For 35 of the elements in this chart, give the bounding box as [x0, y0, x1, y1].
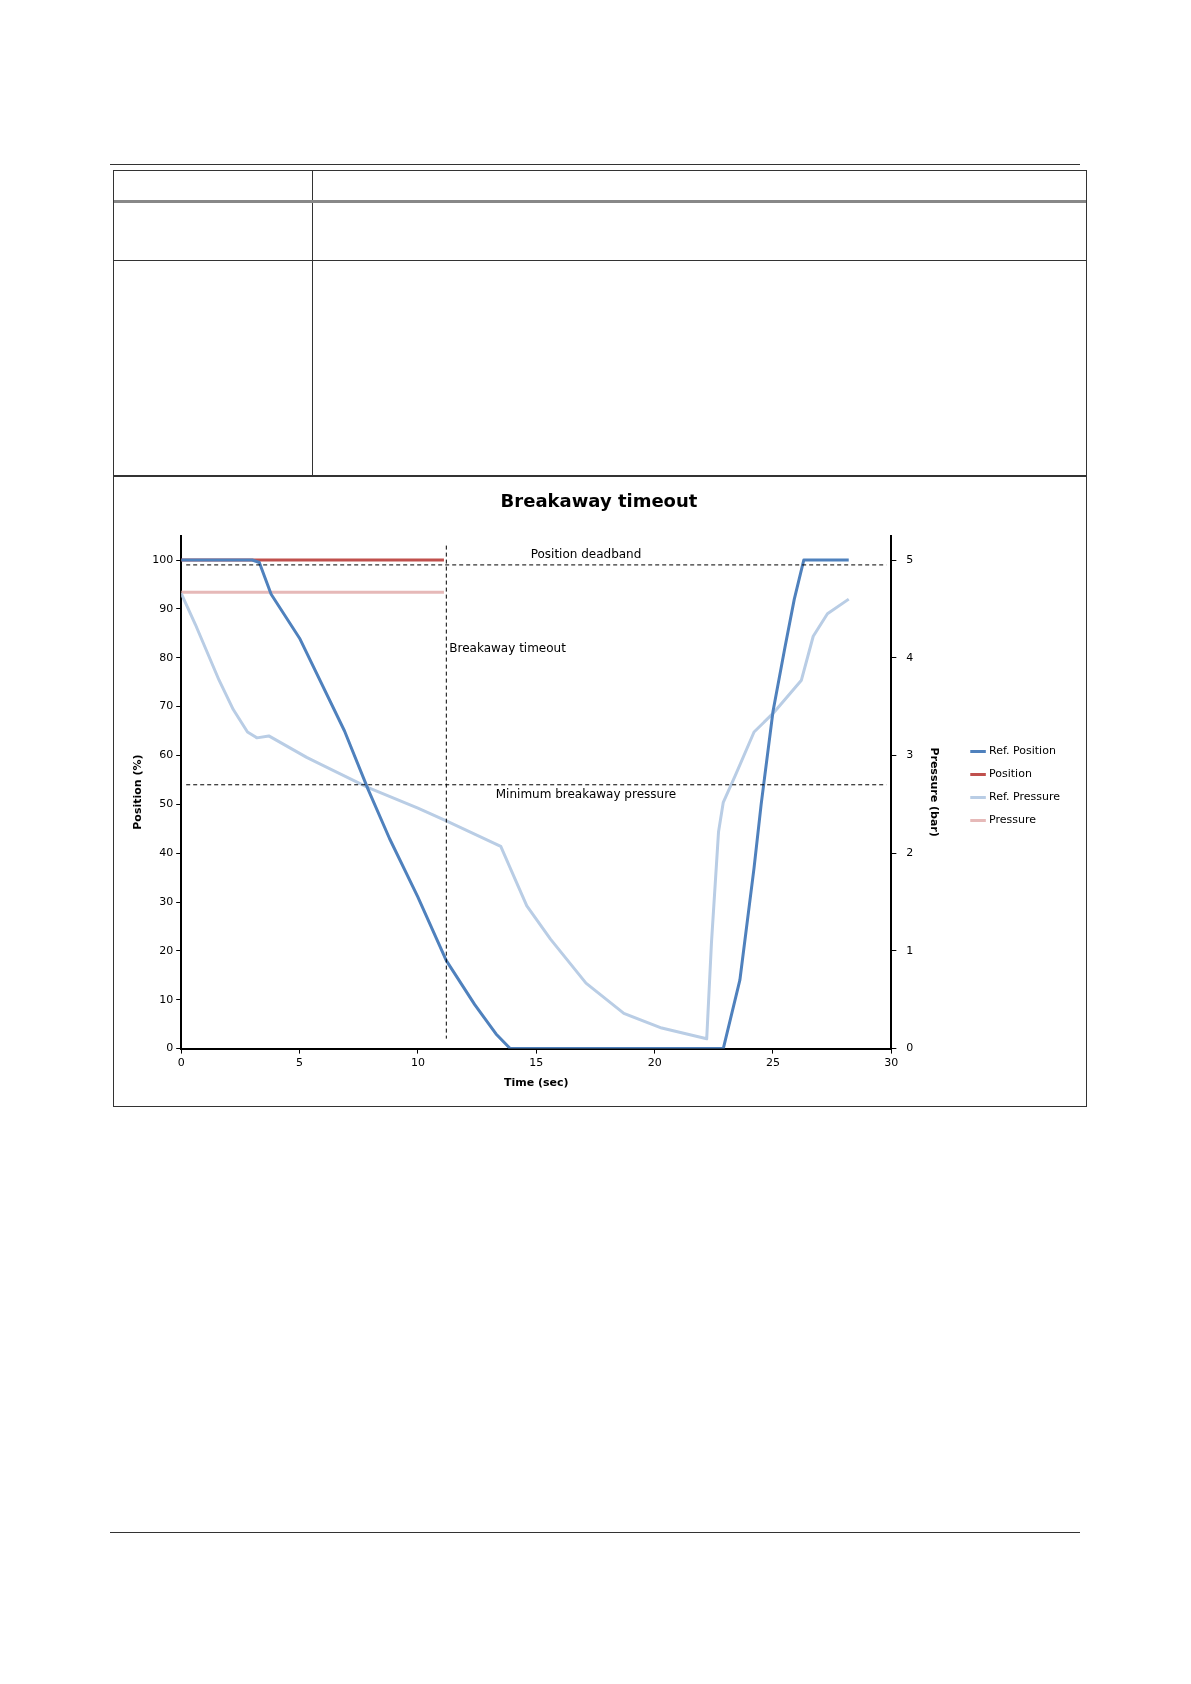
- ref-line-label: Minimum breakaway pressure: [495, 786, 677, 801]
- legend-label: Position: [989, 767, 1032, 781]
- x-tick-label: 0: [177, 1056, 185, 1070]
- ref-line-label: Breakaway timeout: [449, 640, 567, 655]
- x-tick-label: 20: [647, 1056, 662, 1070]
- y-tick-label: 50: [159, 797, 174, 811]
- x-tick-label: 10: [410, 1056, 425, 1070]
- x-axis-title: Time (sec): [503, 1076, 569, 1090]
- y-tick-label: 30: [159, 894, 174, 908]
- y2-tick-label: 0: [906, 1041, 914, 1055]
- y-tick-label: 90: [159, 601, 174, 615]
- x-tick-label: 5: [296, 1056, 304, 1070]
- y2-tick-label: 3: [906, 748, 914, 762]
- y2-axis-title: Pressure (bar): [928, 747, 942, 837]
- y2-tick-label: 2: [906, 846, 914, 860]
- y-tick-label: 20: [159, 943, 174, 957]
- y-axis-title: Position (%): [131, 754, 145, 830]
- x-tick-label: 30: [884, 1056, 899, 1070]
- y-tick-label: 0: [166, 1041, 174, 1055]
- y2-tick-label: 4: [906, 650, 914, 664]
- y-tick-label: 10: [159, 992, 174, 1006]
- y2-tick-label: 5: [906, 552, 914, 566]
- legend-label: Ref. Pressure: [989, 790, 1061, 804]
- x-tick-label: 25: [765, 1056, 780, 1070]
- ref-line-label: Position deadband: [530, 547, 642, 562]
- y2-tick-label: 1: [906, 943, 914, 957]
- x-tick-label: 15: [529, 1056, 544, 1070]
- y-tick-label: 40: [159, 846, 174, 860]
- legend-label: Ref. Position: [989, 744, 1056, 758]
- y-tick-label: 100: [152, 552, 174, 566]
- chart-title: Breakaway timeout: [500, 490, 698, 512]
- y-tick-label: 70: [159, 699, 174, 713]
- y-tick-label: 80: [159, 650, 174, 664]
- legend-label: Pressure: [989, 813, 1037, 827]
- y-tick-label: 60: [159, 748, 174, 762]
